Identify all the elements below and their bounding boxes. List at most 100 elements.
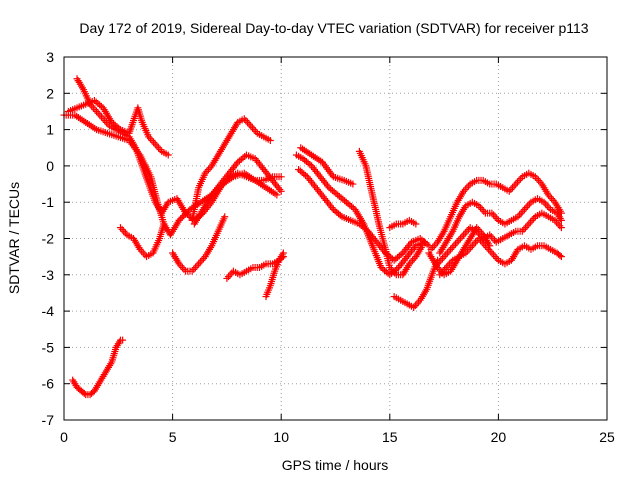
- data-point: [556, 222, 564, 230]
- data-point: [178, 213, 186, 221]
- data-point: [430, 242, 438, 250]
- data-point: [447, 245, 455, 253]
- data-point: [250, 126, 258, 134]
- data-point: [116, 224, 124, 232]
- data-point: [245, 120, 253, 128]
- data-point: [279, 253, 287, 261]
- data-point: [221, 213, 229, 221]
- data-point: [178, 264, 186, 272]
- data-point: [120, 227, 128, 235]
- data-point: [520, 205, 528, 213]
- series-track-13: [297, 144, 357, 188]
- data-point: [442, 251, 450, 259]
- data-point: [278, 254, 286, 262]
- data-point: [193, 262, 201, 270]
- data-point: [247, 122, 255, 130]
- data-point: [277, 187, 285, 195]
- data-point: [491, 213, 499, 221]
- data-point: [445, 247, 453, 255]
- data-point: [519, 207, 527, 215]
- data-point: [525, 220, 533, 228]
- x-tick-label: 15: [382, 429, 398, 445]
- data-point: [453, 238, 461, 246]
- y-tick-label: 3: [46, 49, 54, 65]
- data-point: [557, 216, 565, 224]
- chart-title: Day 172 of 2019, Sidereal Day-to-day VTE…: [79, 20, 588, 36]
- data-point: [153, 142, 161, 150]
- data-point: [557, 224, 565, 232]
- x-tick-label: 5: [169, 429, 177, 445]
- data-point: [512, 180, 520, 188]
- y-tick-label: -5: [42, 339, 55, 355]
- data-point: [119, 336, 127, 344]
- data-point: [478, 205, 486, 213]
- data-point: [523, 222, 531, 230]
- series-track-18: [436, 195, 565, 257]
- data-point: [487, 233, 495, 241]
- data-point: [507, 185, 515, 193]
- data-point: [242, 117, 250, 125]
- data-point: [94, 109, 102, 117]
- y-tick-label: -7: [42, 412, 55, 428]
- data-point: [456, 235, 464, 242]
- data-point: [468, 242, 476, 250]
- grid-lines: [64, 57, 607, 420]
- x-axis-label: GPS time / hours: [282, 457, 389, 473]
- data-point: [440, 253, 448, 261]
- data-point: [273, 191, 281, 199]
- data-point: [175, 216, 183, 224]
- data-point: [517, 209, 525, 217]
- y-tick-label: 0: [46, 158, 54, 174]
- y-tick-label: -1: [42, 194, 55, 210]
- series-track-6: [116, 220, 168, 261]
- data-point: [409, 256, 417, 264]
- data-point: [160, 220, 168, 228]
- data-point: [412, 220, 420, 228]
- data-point: [228, 269, 236, 277]
- x-tick-label: 25: [599, 429, 615, 445]
- data-point: [460, 231, 468, 239]
- y-axis-label: SDTVAR / TECUs: [6, 182, 22, 294]
- data-point: [204, 166, 212, 174]
- data-point: [458, 233, 466, 241]
- x-tick-label: 0: [60, 429, 68, 445]
- data-point: [93, 107, 101, 115]
- data-point: [177, 215, 185, 223]
- data-point: [491, 253, 499, 261]
- data-point: [349, 180, 357, 188]
- data-point: [520, 225, 528, 233]
- data-point: [524, 202, 532, 210]
- data-point: [548, 195, 556, 203]
- data-point: [476, 227, 484, 235]
- data-point: [463, 184, 471, 192]
- series-track-5: [190, 151, 285, 228]
- series-track-7: [169, 213, 229, 275]
- data-point: [490, 251, 498, 259]
- data-point: [223, 274, 231, 282]
- data-point: [266, 136, 274, 144]
- data-point: [543, 202, 551, 210]
- data-point: [151, 140, 159, 148]
- y-tick-label: 1: [46, 122, 54, 138]
- data-point: [418, 242, 426, 250]
- data-point: [522, 204, 530, 212]
- data-point: [80, 389, 88, 397]
- data-point: [196, 258, 204, 266]
- data-point: [190, 265, 198, 273]
- data-point: [118, 225, 126, 233]
- y-tick-label: -4: [42, 303, 55, 319]
- series-track-10: [69, 336, 127, 399]
- data-point: [277, 173, 285, 181]
- data-point: [225, 273, 233, 281]
- x-tick-label: 10: [273, 429, 289, 445]
- y-tick-label: -6: [42, 376, 55, 392]
- data-point: [491, 236, 499, 244]
- axis-ticks: [63, 56, 608, 421]
- x-tick-label: 20: [491, 429, 507, 445]
- data-point: [99, 115, 107, 123]
- data-point: [461, 229, 469, 237]
- data-point: [180, 265, 188, 273]
- data-point: [535, 176, 543, 184]
- series-track-9: [262, 253, 287, 301]
